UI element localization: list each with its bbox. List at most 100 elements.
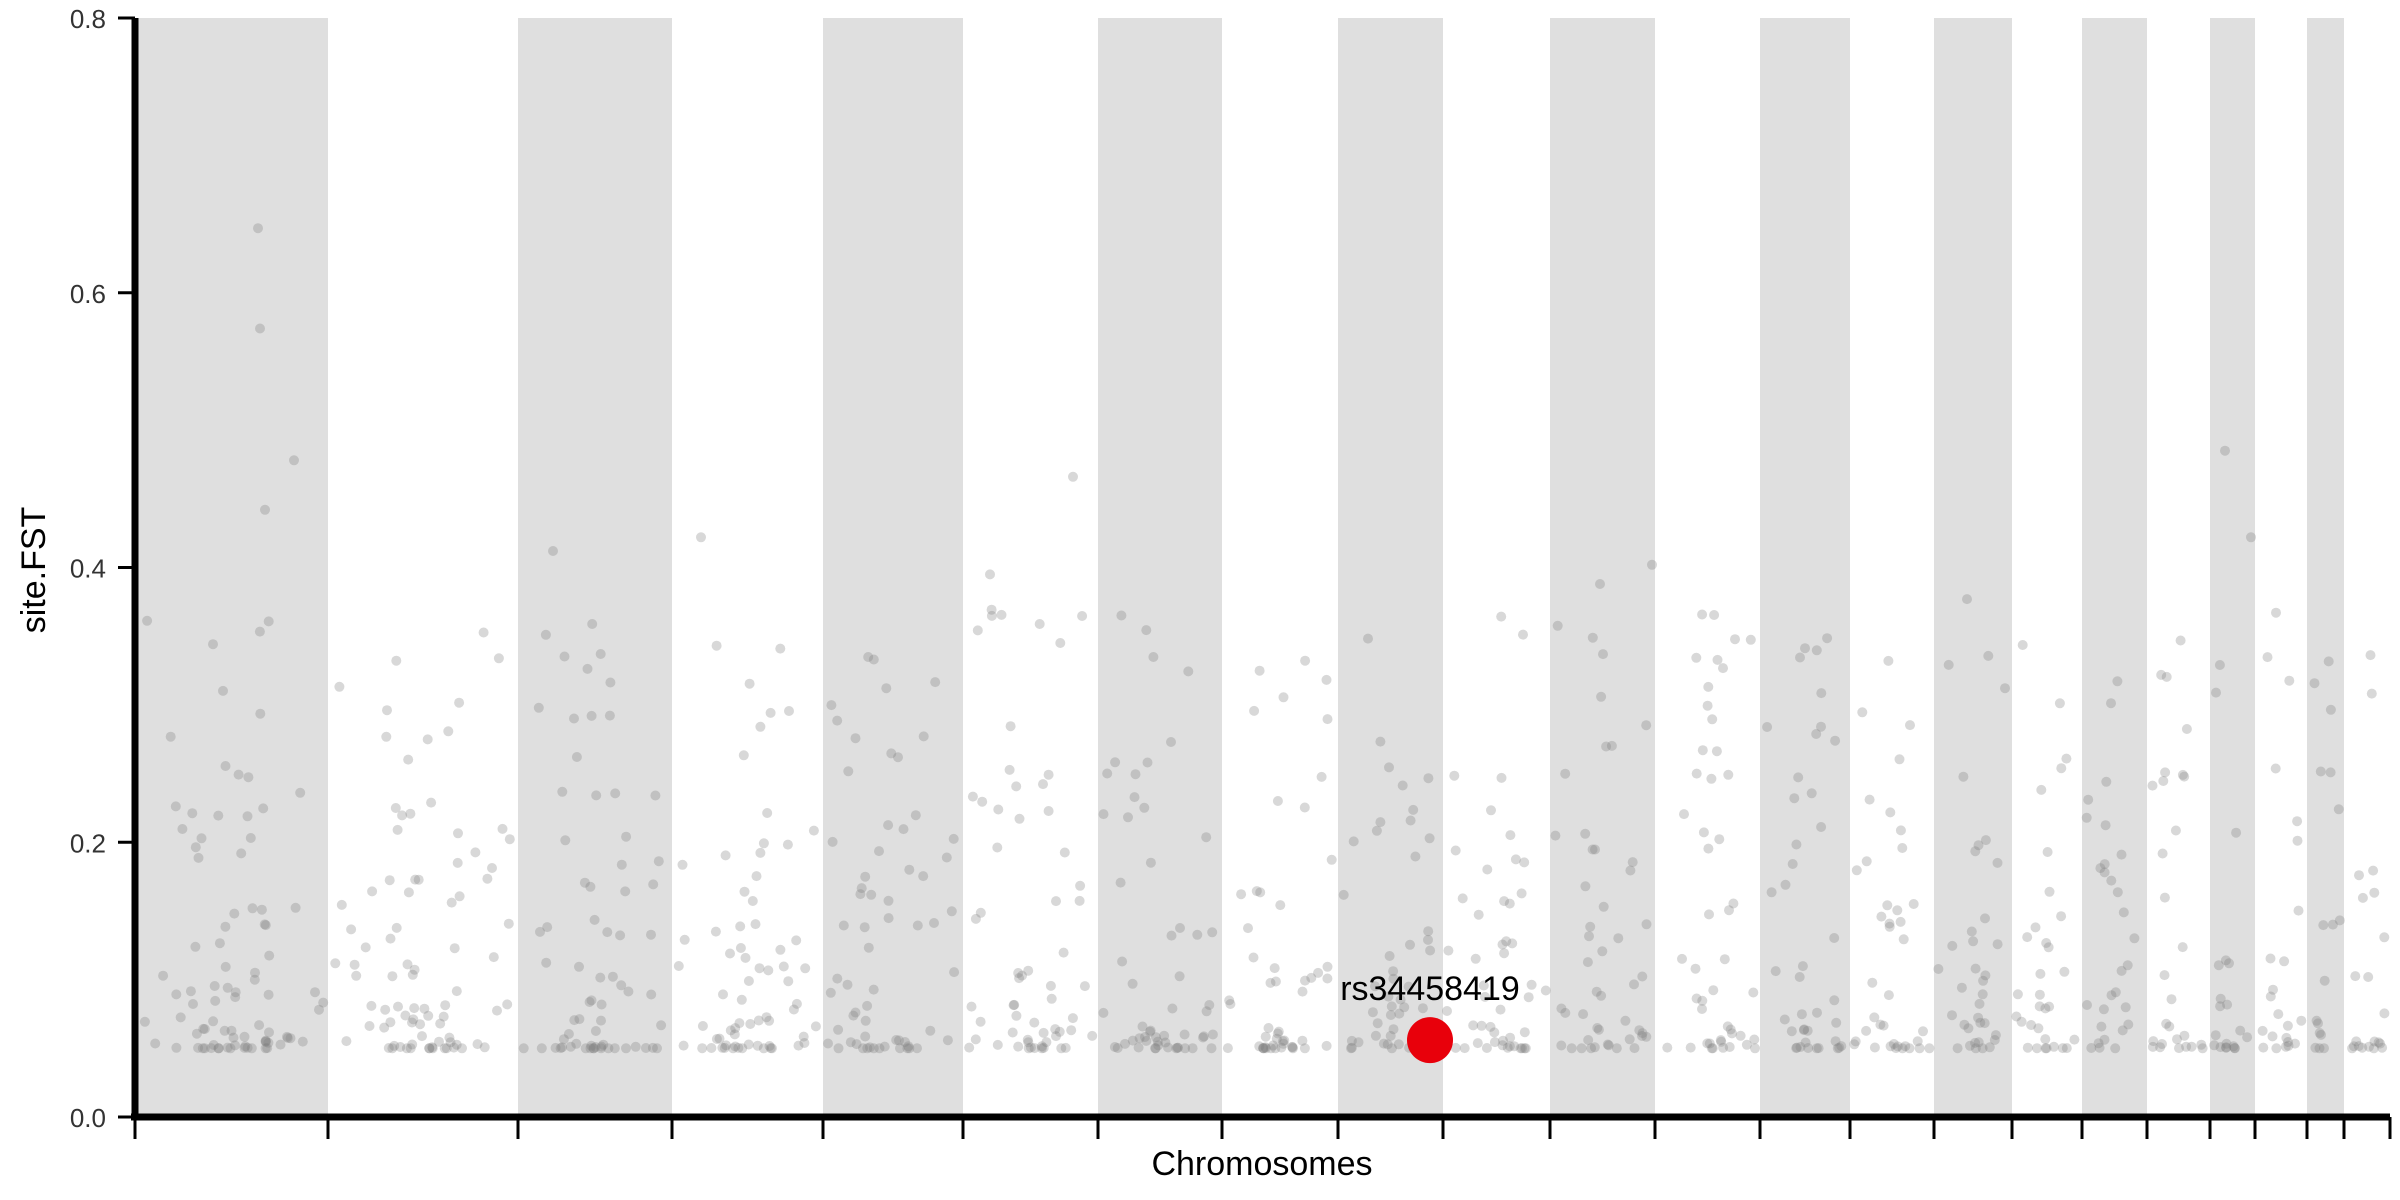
snp-point [1959,1019,1970,1030]
snp-point [1207,927,1218,938]
snp-point [1417,1003,1428,1014]
snp-point [1580,881,1591,892]
snp-point [504,834,515,845]
snp-point [2012,989,2023,1000]
snp-point [1980,970,1991,981]
snp-point [2354,870,2364,881]
snp-point [282,1031,292,1042]
snp-point [993,804,1004,815]
snp-point [1322,961,1333,972]
snp-point [1834,1042,1845,1053]
snp-point [2229,1043,2240,1054]
snp-point [1204,1000,1215,1010]
snp-point [1014,973,1025,984]
snp-point [218,685,228,696]
snp-point [735,943,746,953]
snp-point [2116,849,2127,860]
snp-point [1192,929,1203,940]
snp-point [2270,763,2281,774]
snp-point [1691,768,1702,779]
snp-point [904,864,915,875]
snp-point [697,1021,708,1031]
snp-point [1056,1043,1067,1054]
snp-point [1098,1007,1109,1018]
snp-point [285,1033,296,1044]
snp-point [478,627,489,638]
snp-point [1690,963,1701,974]
snp-point [2224,958,2234,969]
snp-point [596,999,607,1010]
snp-point [1481,1043,1492,1053]
snp-point [1552,620,1563,631]
snp-point [1375,736,1386,747]
snp-point [314,1004,324,1015]
snp-point [2347,1043,2358,1054]
snp-point [2273,1009,2284,1020]
snp-point [1691,993,1702,1004]
snp-point [2221,1038,2232,1049]
snp-point [1074,895,1085,906]
snp-point [536,1043,547,1054]
snp-point [1148,652,1159,662]
snp-point [1556,1040,1567,1051]
snp-point [2353,1041,2364,1052]
snp-point [1258,1043,1269,1054]
snp-point [711,640,722,651]
highlight-label: rs34458419 [1340,970,1520,1008]
snp-point [351,970,362,981]
snp-point [228,1032,239,1043]
snp-point [208,1016,219,1027]
snp-point [891,1035,902,1045]
snp-point [904,1043,915,1054]
snp-point [318,997,329,1008]
snp-point [2313,1018,2323,1029]
snp-point [1973,840,1984,851]
snp-point [1836,1041,1847,1052]
snp-point [1375,817,1386,828]
snp-point [1489,1037,1500,1048]
snp-point [2057,1043,2068,1054]
snp-point [718,989,728,1000]
snp-point [2357,892,2368,903]
snp-point [170,801,181,812]
snp-point [1326,854,1337,865]
snp-point [621,1043,631,1054]
snp-point [417,1031,427,1042]
snp-point [2222,999,2233,1010]
snp-point [239,1042,250,1053]
snp-point [946,906,957,917]
snp-point [448,1042,459,1053]
snp-point [1127,978,1138,989]
snp-point [1589,1042,1600,1053]
snp-point [171,989,182,1000]
snp-point [1175,923,1185,933]
snp-point [763,965,774,976]
snp-point [1498,1035,1508,1046]
snp-point [1878,1020,1889,1031]
snp-point [2030,922,2041,933]
snp-point [367,886,378,897]
snp-point [2196,1039,2207,1050]
snp-point [1174,971,1185,982]
snp-point [1055,638,1066,648]
chromosome-band [1934,18,2012,1117]
snp-point [1505,1032,1516,1043]
snp-point [800,963,811,974]
snp-point [1408,804,1419,815]
snp-point [1869,1012,1880,1023]
snp-point [1120,1038,1130,1049]
snp-point [470,847,481,858]
snp-point [1385,1030,1396,1041]
snp-point [1206,1043,1217,1054]
snp-point [1450,845,1461,856]
snp-point [1371,825,1382,836]
snp-point [2323,656,2334,667]
snp-point [851,1039,862,1050]
snp-point [1989,1035,2000,1045]
snp-point [139,1016,150,1027]
snp-point [793,1040,804,1051]
snp-point [706,1043,717,1053]
snp-point [1198,1032,1208,1043]
snp-point [2363,972,2374,982]
snp-point [225,1043,236,1054]
